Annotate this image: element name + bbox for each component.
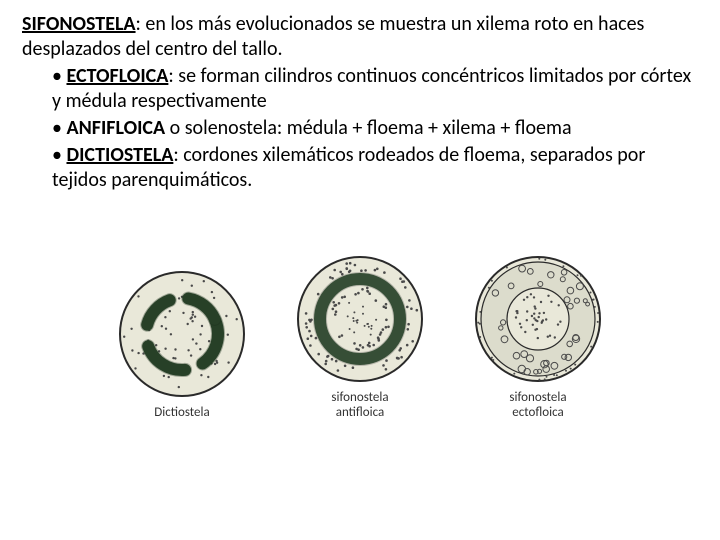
diagram-ectofloica [472,253,604,385]
caption-ectofloica-l2: ectofloica [512,405,563,420]
bullet-anfifloica: • ANFIFLOICA o solenostela: médula + flo… [52,116,698,141]
figure-row: Dictiostela sifonostela antifloica sifon… [0,253,720,421]
figure-ectofloica: sifonostela ectofloica [472,253,604,421]
caption-ectofloica-l1: sifonostela [509,390,566,405]
caption-ectofloica: sifonostela ectofloica [509,391,566,421]
term-dictiostela: DICTIOSTELA [66,143,173,167]
diagram-antifloica [294,253,426,385]
bullet-list: • ECTOFLOICA: se forman cilindros contin… [22,64,698,193]
diagram-dictiostela [116,268,248,400]
bullet-ectofloica: • ECTOFLOICA: se forman cilindros contin… [52,64,698,114]
caption-antifloica: sifonostela antifloica [331,391,388,421]
bullet-dictiostela: • DICTIOSTELA: cordones xilemáticos rode… [52,143,698,193]
term-anfifloica: ANFIFLOICA [66,116,165,140]
term-ectofloica: ECTOFLOICA [66,64,168,88]
figure-antifloica: sifonostela antifloica [294,253,426,421]
caption-dictiostela: Dictiostela [154,406,209,421]
bullet-anfifloica-rest: o solenostela: médula + floema + xilema … [165,116,571,140]
headline: SIFONOSTELA: en los más evolucionados se… [22,12,698,62]
figure-dictiostela: Dictiostela [116,268,248,421]
caption-antifloica-l1: sifonostela [331,390,388,405]
term-sifonostela: SIFONOSTELA [22,12,136,36]
caption-antifloica-l2: antifloica [336,405,385,420]
